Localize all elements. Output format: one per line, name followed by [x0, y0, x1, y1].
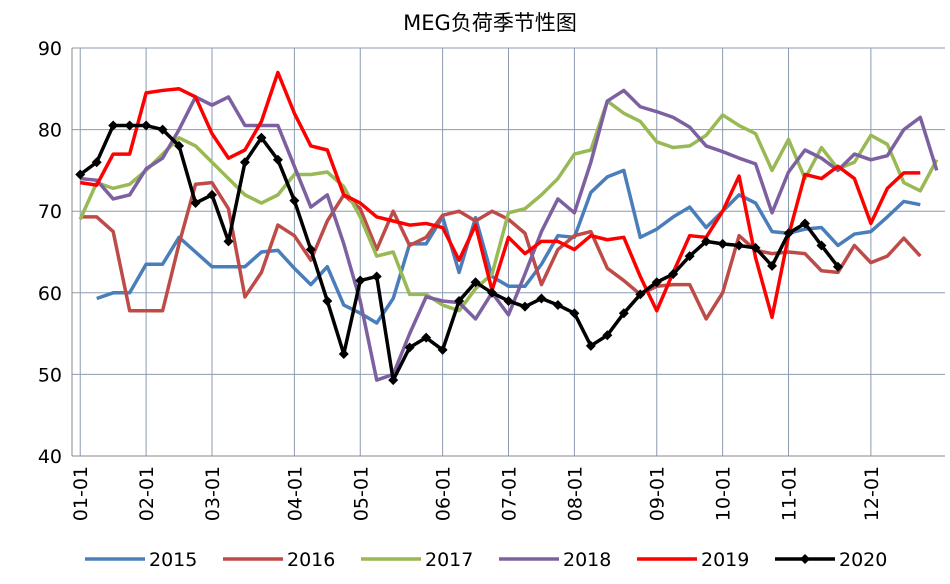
marker [684, 251, 695, 262]
series-line [80, 88, 939, 382]
x-tick-label: 07-01 [499, 466, 521, 521]
marker [701, 236, 712, 247]
marker [75, 169, 86, 180]
y-tick-label: 90 [38, 38, 62, 60]
x-tick-label: 12-01 [861, 466, 883, 521]
marker [832, 261, 843, 272]
marker [388, 375, 399, 386]
x-tick-label: 02-01 [136, 466, 158, 521]
marker [767, 260, 778, 271]
marker [338, 349, 349, 359]
marker [799, 218, 810, 229]
marker [272, 154, 283, 165]
legend-label: 2015 [149, 549, 197, 571]
marker [355, 275, 366, 286]
marker [750, 242, 761, 253]
marker [602, 330, 613, 341]
marker [552, 300, 563, 311]
marker [190, 198, 201, 209]
y-tick-label: 60 [38, 283, 62, 305]
marker [157, 124, 168, 135]
marker [585, 340, 596, 351]
x-tick-label: 06-01 [433, 466, 455, 521]
series-line [96, 168, 921, 325]
marker [371, 271, 382, 282]
legend-label: 2016 [287, 549, 335, 571]
marker [635, 289, 646, 300]
x-tick-label: 01-01 [70, 466, 92, 521]
x-tick-label: 11-01 [779, 466, 801, 521]
marker [437, 344, 448, 355]
marker [668, 269, 679, 280]
marker [816, 240, 827, 251]
marker [421, 332, 432, 343]
y-tick-label: 50 [38, 364, 62, 386]
x-tick-label: 09-01 [647, 466, 669, 521]
marker [404, 342, 415, 353]
marker [256, 132, 267, 143]
marker [717, 238, 728, 249]
marker [536, 293, 547, 304]
y-tick-label: 70 [38, 201, 62, 223]
marker [305, 244, 316, 255]
legend-marker [800, 554, 810, 564]
marker [487, 287, 498, 298]
marker [651, 277, 662, 288]
marker [618, 308, 629, 319]
marker [454, 295, 465, 306]
y-tick-label: 40 [38, 446, 62, 468]
marker [783, 228, 794, 239]
marker [108, 120, 119, 131]
chart-title: MEG负荷季节性图 [403, 11, 577, 35]
marker [91, 157, 102, 168]
legend-label: 2017 [425, 549, 473, 571]
legend-label: 2018 [563, 549, 611, 571]
marker [207, 189, 218, 200]
legend-label: 2019 [701, 549, 749, 571]
x-tick-label: 03-01 [202, 466, 224, 521]
marker [289, 195, 300, 206]
x-tick-label: 08-01 [564, 466, 586, 521]
marker [141, 120, 152, 131]
series-line [78, 99, 939, 313]
marker [734, 240, 745, 251]
x-tick-label: 04-01 [284, 466, 306, 521]
marker [223, 236, 234, 247]
marker [124, 120, 135, 131]
y-tick-label: 80 [38, 120, 62, 142]
marker [519, 301, 530, 312]
legend-label: 2020 [839, 549, 887, 571]
marker [322, 295, 333, 306]
series-line [79, 70, 921, 320]
marker [470, 277, 481, 288]
marker [174, 140, 185, 151]
marker [239, 157, 250, 168]
x-tick-label: 10-01 [713, 466, 735, 521]
marker [569, 308, 580, 319]
x-tick-label: 05-01 [350, 466, 372, 521]
marker [503, 295, 514, 306]
